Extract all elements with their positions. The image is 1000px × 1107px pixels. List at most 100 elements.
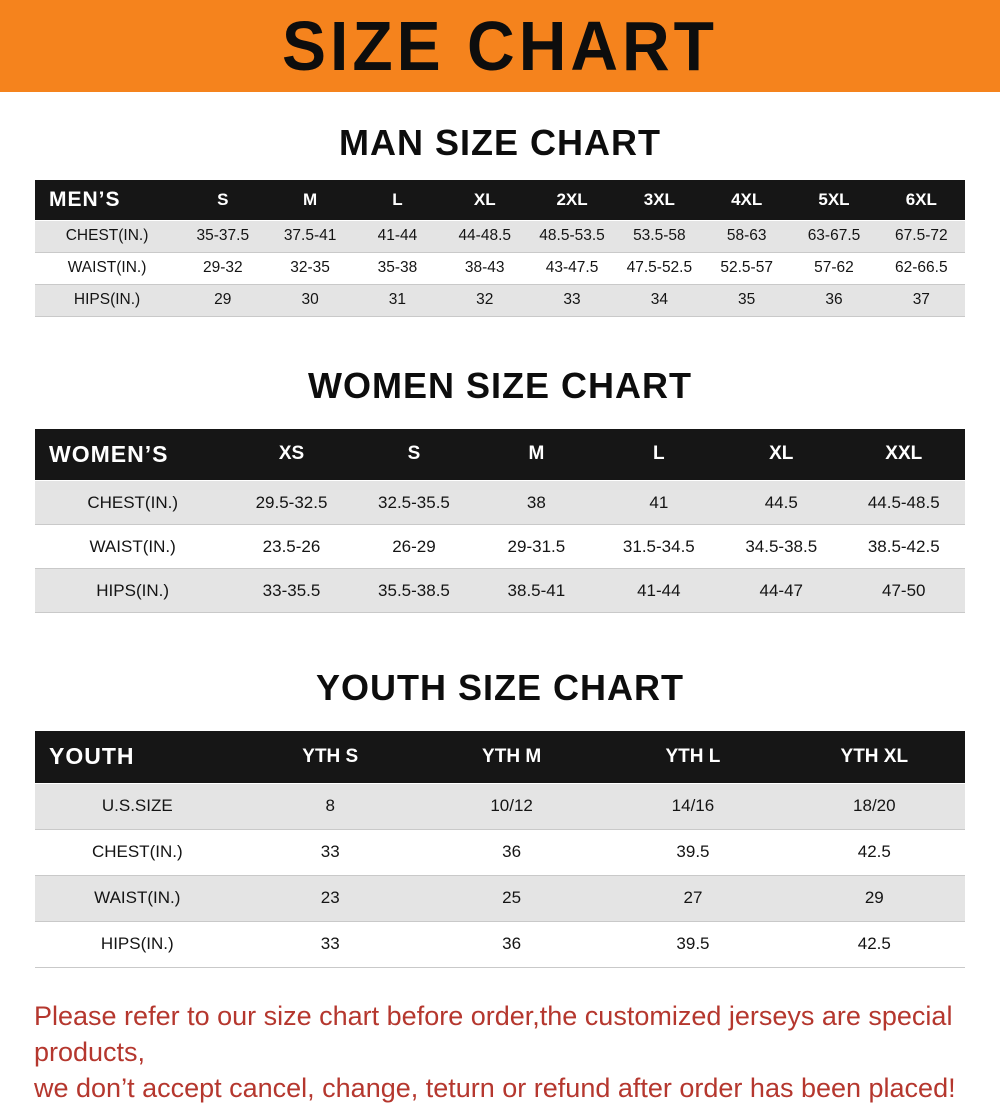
footer-line-1: Please refer to our size chart before or… bbox=[34, 1000, 953, 1067]
size-value: 29 bbox=[214, 291, 232, 308]
row-label: WAIST(IN.) bbox=[89, 536, 176, 556]
table-corner-label: YOUTH bbox=[35, 731, 240, 783]
size-value: 33 bbox=[320, 934, 340, 953]
size-value: 52.5-57 bbox=[720, 259, 773, 276]
size-column-header: XL bbox=[441, 180, 529, 220]
size-value: 32.5-35.5 bbox=[378, 492, 450, 512]
row-label: U.S.SIZE bbox=[101, 796, 173, 815]
size-table: YOUTH YTH S YTH M YTH L YTH XL U.S.SIZE 8 10/12… bbox=[35, 731, 965, 968]
size-value: 48.5-53.5 bbox=[539, 227, 605, 244]
size-value: 44-47 bbox=[759, 580, 803, 600]
size-value: 39.5 bbox=[676, 842, 710, 861]
size-value: 35.5-38.5 bbox=[378, 580, 450, 600]
size-value: 63-67.5 bbox=[807, 227, 861, 244]
size-column-header: 2XL bbox=[528, 180, 616, 220]
row-label: WAIST(IN.) bbox=[67, 259, 147, 276]
size-value: 36 bbox=[502, 934, 522, 953]
table-row: CHEST(IN.) 29.5-32.5 32.5-35.5 38 41 44.5 44.5… bbox=[35, 480, 965, 525]
row-label: HIPS(IN.) bbox=[73, 291, 141, 308]
size-value: 44.5 bbox=[764, 492, 798, 512]
size-value: 37 bbox=[912, 291, 930, 308]
size-value: 29-31.5 bbox=[507, 536, 566, 556]
women-section-title: WOMEN SIZE CHART bbox=[308, 364, 692, 406]
size-column-header: L bbox=[597, 428, 721, 481]
row-label: HIPS(IN.) bbox=[100, 934, 174, 953]
size-value: 29.5-32.5 bbox=[255, 492, 328, 512]
youth-section-title: YOUTH SIZE CHART bbox=[315, 667, 684, 708]
table-row: WAIST(IN.) 23 25 27 29 bbox=[35, 875, 965, 921]
size-value: 32 bbox=[476, 291, 494, 308]
size-column-header: S bbox=[352, 428, 476, 481]
size-value: 31.5-34.5 bbox=[622, 536, 695, 556]
size-value: 33-35.5 bbox=[262, 580, 321, 600]
size-table: WOMEN’S XS S M L XL XXL CHEST(IN.) 29.5-32.5 32.5… bbox=[35, 428, 965, 614]
size-column-header: XS bbox=[230, 428, 353, 481]
size-column-header: 4XL bbox=[703, 180, 791, 220]
size-value: 39.5 bbox=[676, 934, 710, 953]
table-header-row: YOUTH YTH S YTH M YTH L YTH XL bbox=[35, 731, 965, 783]
size-value: 41-44 bbox=[637, 580, 681, 600]
size-value: 35-38 bbox=[377, 259, 418, 276]
size-value: 8 bbox=[325, 796, 335, 815]
size-value: 44.5-48.5 bbox=[867, 492, 940, 512]
size-column-header: S bbox=[179, 180, 267, 220]
size-value: 38.5-41 bbox=[507, 580, 566, 600]
size-column-header: YTH L bbox=[602, 731, 784, 783]
size-value: 57-62 bbox=[814, 259, 854, 276]
size-value: 23 bbox=[320, 888, 340, 907]
size-column-header: M bbox=[475, 428, 598, 481]
table-header-row: MEN’S S M L XL 2XL 3XL 4XL 5XL 6XL bbox=[35, 180, 965, 220]
table-row: WAIST(IN.) 23.5-26 26-29 29-31.5 31.5-34.5 34… bbox=[35, 524, 965, 569]
man-section-title: MAN SIZE CHART bbox=[339, 122, 661, 163]
size-value: 47-50 bbox=[882, 580, 926, 600]
page-title: SIZE CHART bbox=[282, 7, 718, 85]
size-value: 47.5-52.5 bbox=[626, 259, 693, 276]
size-value: 27 bbox=[683, 888, 703, 907]
size-table: MEN’S S M L XL 2XL 3XL 4XL 5XL 6XL CHEST(IN.) 35-37… bbox=[35, 180, 965, 317]
size-value: 42.5 bbox=[857, 934, 891, 953]
women-size-table: WOMEN’S XS S M L XL XXL CHEST(IN.) 29.5-32.5 32.5… bbox=[0, 428, 1000, 614]
size-value: 26-29 bbox=[392, 536, 436, 556]
banner: SIZE CHART bbox=[0, 0, 1000, 92]
size-column-header: YTH M bbox=[420, 731, 603, 783]
size-value: 36 bbox=[825, 291, 843, 308]
footer-disclaimer: Please refer to our size chart before or… bbox=[34, 998, 1000, 1107]
size-column-header: M bbox=[266, 180, 354, 220]
women-size-section: WOMEN SIZE CHART WOMEN’S XS S M L XL XXL CHEST(… bbox=[0, 365, 1000, 614]
size-value: 37.5-41 bbox=[283, 227, 337, 244]
size-value: 32-35 bbox=[290, 259, 330, 276]
table-row: WAIST(IN.) 29-32 32-35 35-38 38-43 43-47.5 47.… bbox=[35, 252, 965, 284]
size-value: 34 bbox=[650, 291, 668, 308]
size-column-header: XXL bbox=[842, 428, 965, 481]
size-value: 53.5-58 bbox=[633, 227, 686, 244]
youth-size-section: YOUTH SIZE CHART YOUTH YTH S YTH M YTH L YTH… bbox=[0, 667, 1000, 968]
footer-line-2: we don’t accept cancel, change, teturn o… bbox=[34, 1073, 956, 1104]
table-corner-label: MEN’S bbox=[35, 180, 180, 220]
size-value: 29-32 bbox=[202, 259, 243, 276]
size-column-header: XL bbox=[720, 428, 843, 481]
size-value: 10/12 bbox=[490, 796, 533, 815]
size-value: 43-47.5 bbox=[545, 259, 599, 276]
row-label: CHEST(IN.) bbox=[91, 842, 183, 861]
size-column-header: 5XL bbox=[790, 180, 878, 220]
size-value: 18/20 bbox=[853, 796, 896, 815]
size-value: 29 bbox=[864, 888, 884, 907]
row-label: HIPS(IN.) bbox=[96, 580, 170, 600]
size-value: 30 bbox=[301, 291, 319, 308]
size-value: 42.5 bbox=[857, 842, 891, 861]
size-value: 44-48.5 bbox=[458, 227, 512, 244]
size-value: 34.5-38.5 bbox=[745, 536, 818, 556]
youth-size-table: YOUTH YTH S YTH M YTH L YTH XL U.S.SIZE 8 10/12… bbox=[0, 731, 1000, 968]
table-corner-label: WOMEN’S bbox=[35, 428, 231, 481]
size-value: 38 bbox=[526, 492, 546, 512]
men-size-table: MEN’S S M L XL 2XL 3XL 4XL 5XL 6XL CHEST(IN.) 35-37… bbox=[0, 180, 1000, 317]
size-column-header: YTH XL bbox=[783, 731, 965, 783]
size-column-header: 6XL bbox=[877, 180, 965, 220]
table-row: CHEST(IN.) 33 36 39.5 42.5 bbox=[35, 829, 965, 875]
size-column-header: 3XL bbox=[615, 180, 704, 220]
size-value: 23.5-26 bbox=[262, 536, 321, 556]
man-size-section: MAN SIZE CHART MEN’S S M L XL 2XL 3XL 4XL 5XL 6XL… bbox=[0, 122, 1000, 317]
table-row: HIPS(IN.) 29 30 31 32 33 34 35 36 37 bbox=[35, 284, 965, 316]
size-value: 62-66.5 bbox=[895, 259, 948, 276]
